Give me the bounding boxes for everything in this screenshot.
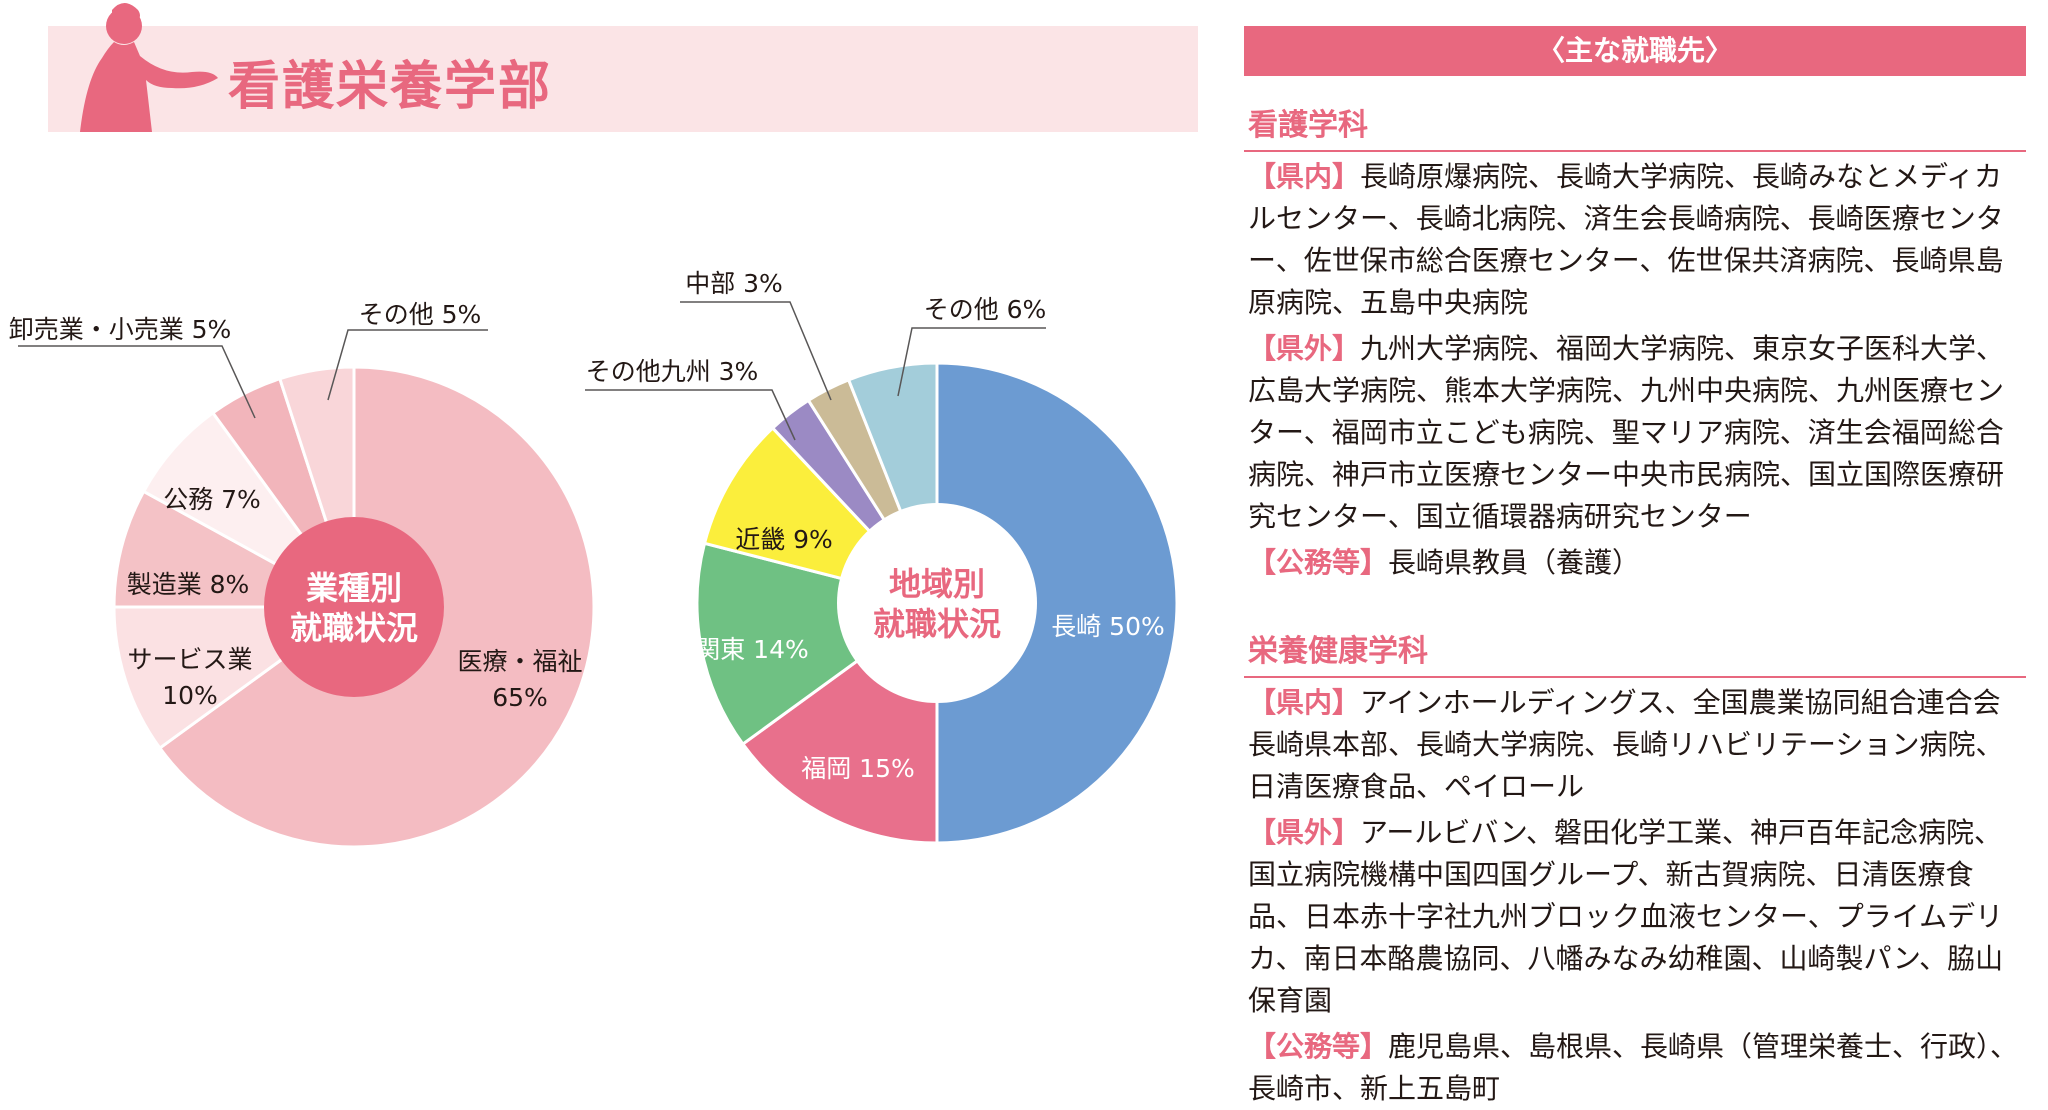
chart-center-label: 就職状況 — [290, 609, 418, 647]
employer-text: アインホールディングス、全国農業協同組合連合会長崎県本部、長崎大学病院、長崎リハ… — [1248, 686, 2004, 803]
leader-line — [680, 301, 832, 401]
region-tag: 【県外】 — [1248, 816, 1361, 849]
leader-line — [897, 327, 1046, 397]
region-tag: 【県内】 — [1248, 686, 1361, 719]
slice-label: サービス業 — [127, 645, 252, 674]
employer-text: アールビバン、磐田化学工業、神戸百年記念病院、国立病院機構中国四国グループ、新古… — [1248, 816, 2004, 1017]
chart-center-label: 就職状況 — [873, 605, 1001, 643]
employer-list: 【公務等】鹿児島県、島根県、長崎県（管理栄養士、行政）、長崎市、新上五島町 — [1244, 1026, 2026, 1110]
slice-label: 関東 14% — [695, 635, 809, 664]
employer-list: 【県内】アインホールディングス、全国農業協同組合連合会長崎県本部、長崎大学病院、… — [1244, 682, 2026, 808]
donut-hole — [837, 503, 1037, 703]
section-title-nursing: 看護学科 — [1244, 82, 2026, 152]
slice-label: 製造業 8% — [127, 570, 250, 599]
slice-label: 医療・福祉 — [457, 647, 582, 676]
employer-list: 【県外】九州大学病院、福岡大学病院、東京女子医科大学、広島大学病院、熊本大学病院… — [1244, 328, 2026, 538]
slice-label: その他 6% — [924, 295, 1047, 324]
header-band — [48, 26, 1198, 132]
person-icon — [80, 3, 218, 132]
slice-label: 中部 3% — [685, 269, 783, 298]
slice-label: その他 5% — [359, 300, 482, 329]
leader-line — [18, 345, 256, 419]
slice-label: 福岡 15% — [801, 754, 915, 783]
slice-label: その他九州 3% — [586, 357, 759, 386]
donut-hole — [264, 517, 444, 697]
pie-slice — [935, 361, 1179, 845]
slice-label: 65% — [492, 683, 548, 712]
leader-line — [327, 329, 488, 401]
employers-heading: 〈主な就職先〉 — [1244, 26, 2026, 76]
employer-text: 九州大学病院、福岡大学病院、東京女子医科大学、広島大学病院、熊本大学病院、九州中… — [1248, 332, 2005, 533]
region-tag: 【県外】 — [1248, 332, 1361, 365]
employer-list: 【県内】長崎原爆病院、長崎大学病院、長崎みなとメディカルセンター、長崎北病院、済… — [1244, 156, 2026, 324]
slice-label: 卸売業・小売業 5% — [9, 315, 232, 344]
slice-label: 長崎 50% — [1051, 612, 1165, 641]
region-tag: 【県内】 — [1248, 160, 1361, 193]
chart-center-label: 地域別 — [889, 565, 985, 603]
slice-label: 近畿 9% — [735, 525, 833, 554]
employers-panel: 〈主な就職先〉 看護学科 【県内】長崎原爆病院、長崎大学病院、長崎みなとメディカ… — [1244, 26, 2026, 1110]
leader-line — [585, 389, 796, 441]
employer-text: 長崎原爆病院、長崎大学病院、長崎みなとメディカルセンター、長崎北病院、済生会長崎… — [1248, 160, 2004, 319]
slice-label: 公務 7% — [163, 485, 261, 514]
employer-text: 長崎県教員（養護） — [1388, 546, 1641, 579]
employer-list: 【県外】アールビバン、磐田化学工業、神戸百年記念病院、国立病院機構中国四国グルー… — [1244, 812, 2026, 1022]
page-title: 看護栄養学部 — [228, 57, 553, 117]
slice-label: 10% — [162, 681, 218, 710]
employer-list: 【公務等】長崎県教員（養護） — [1244, 542, 2026, 584]
region-tag: 【公務等】 — [1248, 546, 1389, 579]
section-title-nutrition: 栄養健康学科 — [1244, 608, 2026, 678]
chart-center-label: 業種別 — [306, 569, 402, 607]
region-tag: 【公務等】 — [1248, 1030, 1389, 1063]
